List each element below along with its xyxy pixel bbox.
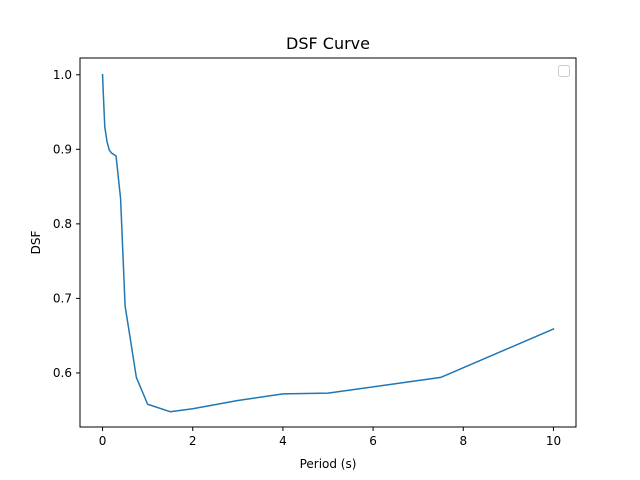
y-axis-label: DSF: [29, 231, 43, 255]
chart-title: DSF Curve: [286, 34, 370, 53]
x-tick-label: 0: [99, 434, 107, 448]
y-axis-ticks: 0.6 0.7 0.8 0.9 1.0: [53, 68, 80, 380]
x-tick-label: 6: [369, 434, 377, 448]
x-tick-label: 4: [279, 434, 287, 448]
y-tick-label: 0.9: [53, 142, 72, 156]
x-axis-ticks: 0 2 4 6 8 10: [99, 427, 561, 448]
x-tick-label: 8: [459, 434, 467, 448]
y-tick-label: 0.8: [53, 217, 72, 231]
y-tick-label: 1.0: [53, 68, 72, 82]
legend-box: [558, 65, 570, 77]
y-tick-label: 0.6: [53, 366, 72, 380]
plot-frame: [79, 57, 577, 428]
x-tick-label: 2: [189, 434, 197, 448]
series-layer: [101, 73, 555, 413]
x-axis-label: Period (s): [300, 457, 357, 471]
plot-area: [80, 58, 576, 427]
y-tick-label: 0.7: [53, 291, 72, 305]
series-line: [101, 73, 555, 413]
x-tick-label: 10: [546, 434, 561, 448]
